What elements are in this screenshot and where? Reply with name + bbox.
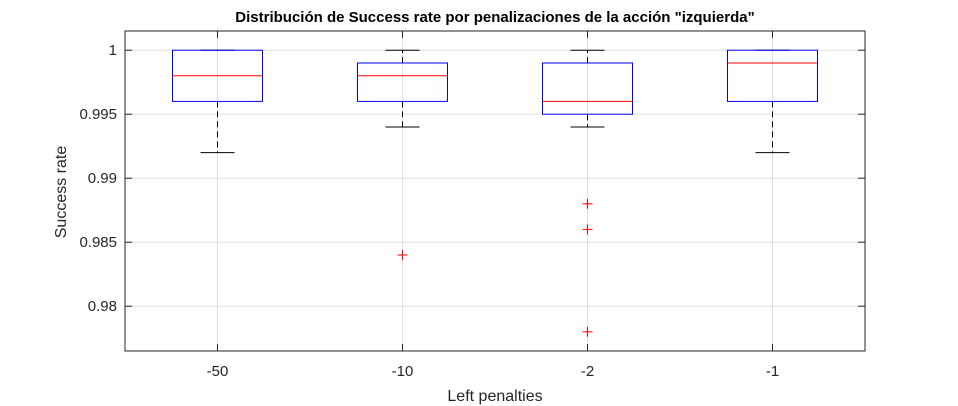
outlier-marker (582, 326, 593, 337)
box (542, 62, 633, 115)
outlier-marker (582, 224, 593, 235)
box-group (542, 49, 633, 337)
chart-title: Distribución de Success rate por penaliz… (235, 9, 754, 26)
x-tick-label: -10 (392, 363, 414, 380)
y-tick-label: 1 (109, 42, 117, 59)
plot-area (172, 49, 818, 337)
x-tick-label: -50 (207, 363, 229, 380)
y-tick-label: 0.985 (79, 234, 117, 251)
x-tick-label: -2 (581, 363, 594, 380)
grid-lines (125, 31, 865, 351)
y-tick-label: 0.995 (79, 106, 117, 123)
axes-frame (124, 30, 866, 352)
y-tick-label: 0.99 (88, 170, 117, 187)
box (357, 62, 448, 102)
axes: 0.98 0.985 0.99 0.995 1 -50 -10 -2 -1 (79, 30, 866, 380)
box (727, 49, 818, 102)
box-group (727, 49, 818, 154)
plot-background (125, 31, 865, 351)
box-group (357, 49, 448, 260)
y-axis-label: Success rate (53, 146, 70, 239)
outlier-marker (582, 198, 593, 209)
x-axis-label: Left penalties (447, 388, 542, 405)
x-tick-label: -1 (766, 363, 779, 380)
outlier-marker (397, 250, 408, 260)
box-group (172, 49, 263, 154)
y-tick-label: 0.98 (88, 298, 117, 315)
